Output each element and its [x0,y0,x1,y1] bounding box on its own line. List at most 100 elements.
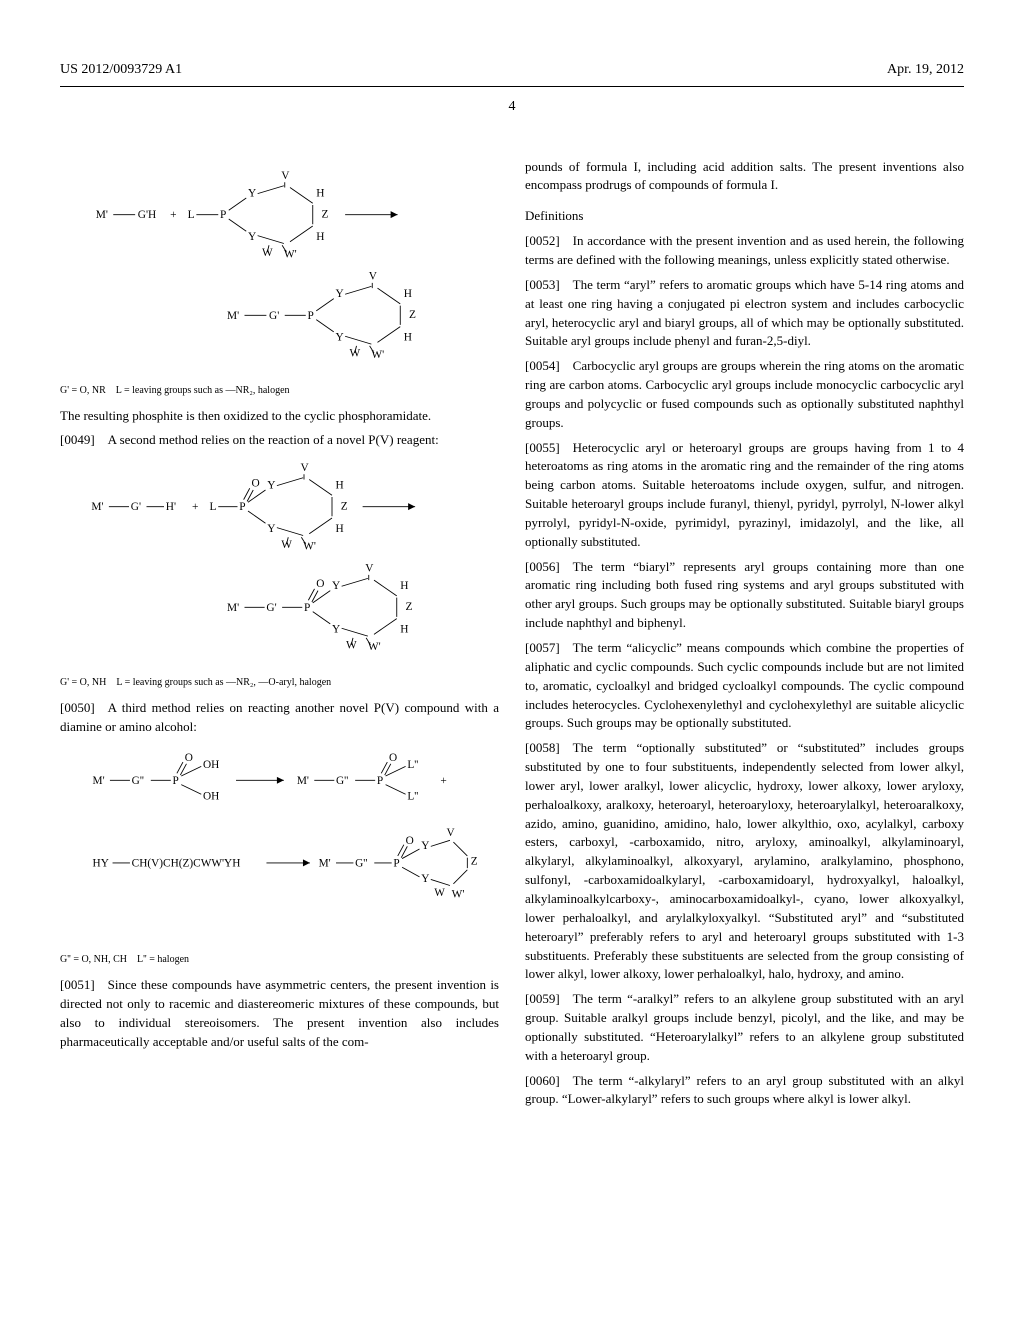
para-0056: [0056] The term “biaryl” represents aryl… [525,558,964,633]
svg-text:L: L [188,209,195,221]
svg-text:HY: HY [93,857,109,869]
svg-text:O: O [406,835,414,847]
svg-text:W: W [346,640,357,652]
right-column: pounds of formula I, including acid addi… [525,158,964,1116]
para-0052: [0052] In accordance with the present in… [525,232,964,270]
content-columns: M' G'H + L P Y Y [60,158,964,1116]
svg-text:CH(V)CH(Z)CWW'YH: CH(V)CH(Z)CWW'YH [132,857,241,869]
para-0053: [0053] The term “aryl” refers to aromati… [525,276,964,351]
svg-text:V: V [281,170,290,182]
svg-text:M': M' [319,857,331,869]
para-after-scheme1: The resulting phosphite is then oxidized… [60,407,499,426]
svg-text:P: P [173,775,179,787]
svg-text:M': M' [96,209,108,221]
svg-text:W': W' [452,889,465,901]
para-0054: [0054] Carbocyclic aryl groups are group… [525,357,964,432]
svg-text:Y: Y [267,480,275,492]
svg-text:O: O [316,578,324,590]
svg-text:W: W [281,539,292,551]
para-0051: [0051] Since these compounds have asymme… [60,976,499,1051]
para-0055: [0055] Heterocyclic aryl or heteroaryl g… [525,439,964,552]
svg-text:G'H: G'H [138,209,156,221]
svg-text:V: V [301,462,310,474]
svg-text:Y: Y [332,580,340,592]
svg-text:G': G' [269,309,279,321]
svg-text:L: L [210,501,217,513]
definitions-heading: Definitions [525,207,964,226]
svg-text:H: H [316,187,324,199]
svg-text:Z: Z [409,308,416,320]
reaction-scheme-2: M' G' H' + L P O Y Y [60,462,499,689]
svg-text:Y: Y [267,523,275,535]
left-column: M' G'H + L P Y Y [60,158,499,1116]
svg-text:H: H [316,231,324,243]
scheme-3-caption: G'' = O, NH, CH L'' = halogen [60,953,499,966]
para-0059: [0059] The term “-aralkyl” refers to an … [525,990,964,1065]
para-0049: [0049] A second method relies on the rea… [60,431,499,450]
svg-text:V: V [365,563,374,575]
svg-text:Y: Y [336,331,344,343]
svg-text:+: + [170,209,176,221]
svg-text:V: V [446,827,455,839]
svg-text:P: P [377,775,383,787]
pub-number: US 2012/0093729 A1 [60,60,182,80]
page-header: US 2012/0093729 A1 Apr. 19, 2012 [60,60,964,87]
svg-text:P: P [308,309,314,321]
svg-text:M': M' [91,501,103,513]
svg-text:L'': L'' [407,790,418,802]
svg-text:P: P [239,501,245,513]
svg-text:W: W [262,246,273,258]
svg-text:H: H [404,287,412,299]
svg-text:Y: Y [248,231,256,243]
svg-text:W: W [434,887,445,899]
svg-text:H: H [336,523,344,535]
svg-text:P: P [220,209,226,221]
svg-text:M': M' [297,775,309,787]
svg-text:Z: Z [322,208,329,220]
reaction-scheme-3: M' G'' P O OH OH M' [60,749,499,966]
svg-text:M': M' [227,309,239,321]
svg-text:Y: Y [248,187,256,199]
svg-text:O: O [252,478,260,490]
svg-text:H: H [336,480,344,492]
svg-text:P: P [304,602,310,614]
svg-text:Z: Z [471,856,478,868]
svg-text:Z: Z [406,601,413,613]
svg-text:G': G' [131,501,141,513]
reaction-scheme-1: M' G'H + L P Y Y [60,170,499,397]
svg-text:O: O [185,752,193,764]
svg-text:L'': L'' [407,759,418,771]
svg-text:OH: OH [203,790,219,802]
svg-text:G'': G'' [355,857,367,869]
svg-text:Y: Y [332,624,340,636]
para-0057: [0057] The term “alicyclic” means compou… [525,639,964,733]
svg-text:M': M' [93,775,105,787]
para-cont: pounds of formula I, including acid addi… [525,158,964,196]
svg-text:G'': G'' [336,775,348,787]
svg-text:G': G' [266,602,276,614]
svg-text:W: W [350,347,361,359]
para-0060: [0060] The term “-alkylaryl” refers to a… [525,1072,964,1110]
svg-text:H: H [404,331,412,343]
svg-text:H: H [400,580,408,592]
svg-text:+: + [192,501,198,513]
pub-date: Apr. 19, 2012 [887,60,964,80]
para-0058: [0058] The term “optionally substituted”… [525,739,964,984]
scheme-2-caption: G' = O, NH L = leaving groups such as —N… [60,676,499,689]
svg-text:Y: Y [421,873,429,885]
svg-text:G'': G'' [132,775,144,787]
svg-text:H': H' [166,501,176,513]
svg-text:M': M' [227,602,239,614]
svg-text:+: + [440,775,446,787]
page-number: 4 [60,97,964,117]
svg-text:O: O [389,752,397,764]
svg-text:Z: Z [341,501,348,513]
svg-text:Y: Y [336,287,344,299]
svg-text:H: H [400,624,408,636]
para-0050: [0050] A third method relies on reacting… [60,699,499,737]
svg-text:P: P [393,857,399,869]
scheme-1-caption: G' = O, NR L = leaving groups such as —N… [60,384,499,397]
svg-text:Y: Y [421,840,429,852]
svg-text:OH: OH [203,759,219,771]
svg-text:V: V [369,270,378,282]
